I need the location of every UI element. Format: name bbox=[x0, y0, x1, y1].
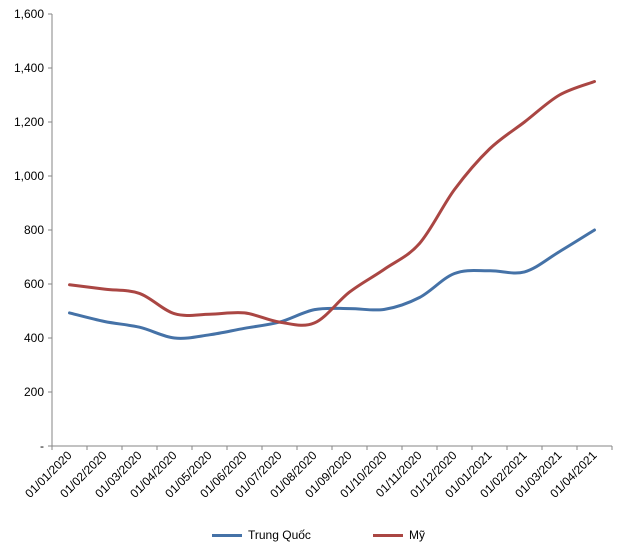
legend-label-trung-quoc: Trung Quốc bbox=[248, 528, 311, 542]
y-tick-label: 200 bbox=[24, 385, 44, 399]
y-tick-label: 800 bbox=[24, 223, 44, 237]
y-tick-label: 400 bbox=[24, 331, 44, 345]
legend-item-my: Mỹ bbox=[373, 528, 425, 542]
legend-swatch-trung-quoc bbox=[212, 533, 242, 537]
y-tick-label: 1,000 bbox=[14, 169, 44, 183]
legend-item-trung-quoc: Trung Quốc bbox=[212, 528, 311, 542]
series-line-trung-quoc bbox=[68, 228, 596, 340]
legend-label-my: Mỹ bbox=[409, 528, 425, 542]
y-tick-label: 1,200 bbox=[14, 115, 44, 129]
legend: Trung Quốc Mỹ bbox=[0, 528, 619, 548]
y-tick-label: 1,600 bbox=[14, 7, 44, 21]
y-tick-label: 600 bbox=[24, 277, 44, 291]
line-chart: -2004006008001,0001,2001,4001,60001/01/2… bbox=[14, 7, 613, 501]
series-line-my bbox=[68, 80, 596, 327]
y-tick-label: 1,400 bbox=[14, 61, 44, 75]
legend-swatch-my bbox=[373, 533, 403, 537]
y-tick-label: - bbox=[40, 439, 44, 453]
